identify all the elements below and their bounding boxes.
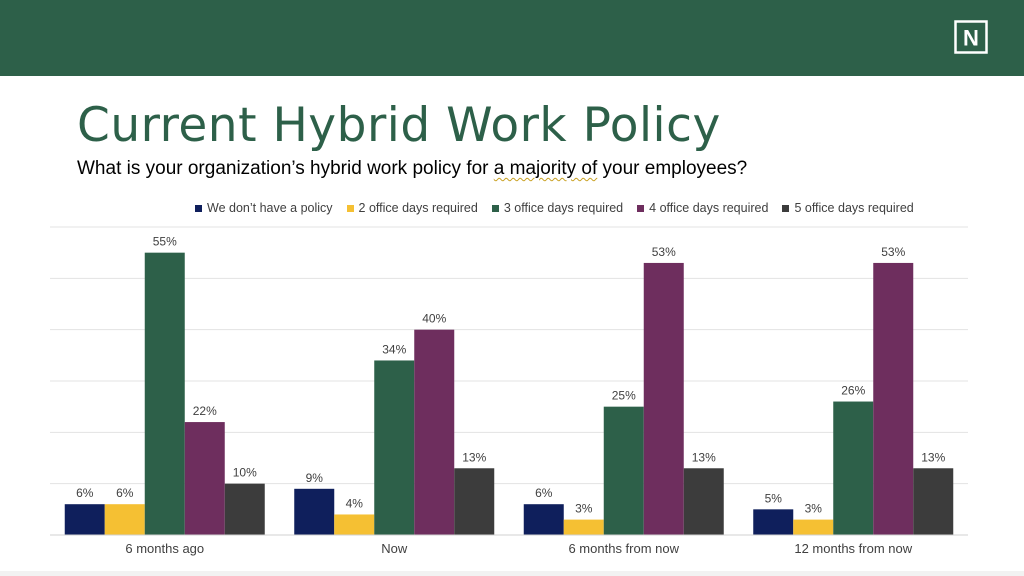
data-label: 10% [233,466,257,480]
bar [683,468,724,535]
legend-item: 5 office days required [782,201,914,215]
slide-title: Current Hybrid Work Policy [77,98,721,153]
data-label: 13% [462,450,486,464]
brand-logo-letter: N [963,26,979,51]
data-label: 6% [76,486,94,500]
legend-label: 2 office days required [358,201,478,215]
subtitle-text-start: What is your organization’s hybrid work … [77,158,494,179]
legend-label: 3 office days required [503,201,624,215]
bar [603,406,644,535]
bar [793,519,834,535]
category-label: 12 months from now [794,541,912,556]
data-label: 3% [805,502,823,516]
slide-bottom-edge [0,571,1024,576]
bar [184,422,225,535]
data-label: 5% [765,491,783,505]
legend-swatch [195,204,202,212]
legend-swatch [637,204,645,212]
data-label: 25% [612,389,636,403]
header-band [0,0,1024,76]
category-label: 6 months ago [125,541,204,556]
data-label: 26% [841,384,865,398]
subtitle-text-end: your employees? [597,158,748,179]
bar [334,514,375,535]
chart-legend: We don’t have a policy 2 office days requ… [195,199,914,217]
bar [563,519,604,535]
legend-item: 4 office days required [637,201,768,215]
data-label: 22% [193,404,217,418]
category-label: Now [381,541,408,556]
data-label: 55% [153,235,177,249]
data-label: 53% [652,245,676,259]
bar [753,509,794,535]
data-label: 4% [346,496,364,510]
legend-label: We don’t have a policy [207,201,333,215]
bar [294,488,335,535]
bar [913,468,954,535]
bar [374,360,415,535]
bar [873,262,914,535]
bar [104,504,145,535]
bar [414,329,455,535]
bar [833,401,874,535]
legend-item: 3 office days required [491,201,624,215]
legend-swatch [491,204,499,212]
data-label: 34% [382,342,406,356]
data-label: 6% [535,486,553,500]
legend-label: 5 office days required [794,201,914,215]
legend-item: 2 office days required [346,201,478,215]
legend-swatch [346,204,354,212]
data-label: 13% [921,450,945,464]
legend-label: 4 office days required [649,201,769,215]
slide-subtitle: What is your organization’s hybrid work … [77,158,747,180]
category-label: 6 months from now [568,541,679,556]
bar [64,504,105,535]
legend-swatch [782,204,790,212]
bar [144,252,185,535]
bar [643,262,684,535]
bar [523,504,564,535]
bar [454,468,495,535]
legend-item: We don’t have a policy [195,201,333,215]
subtitle-highlight: a majority of [493,158,598,179]
data-label: 3% [575,502,593,516]
data-label: 53% [881,245,905,259]
data-label: 9% [306,471,324,485]
brand-logo: N [954,20,988,54]
bar [224,483,265,535]
data-label: 40% [422,312,446,326]
data-label: 6% [116,486,134,500]
data-label: 13% [692,450,716,464]
